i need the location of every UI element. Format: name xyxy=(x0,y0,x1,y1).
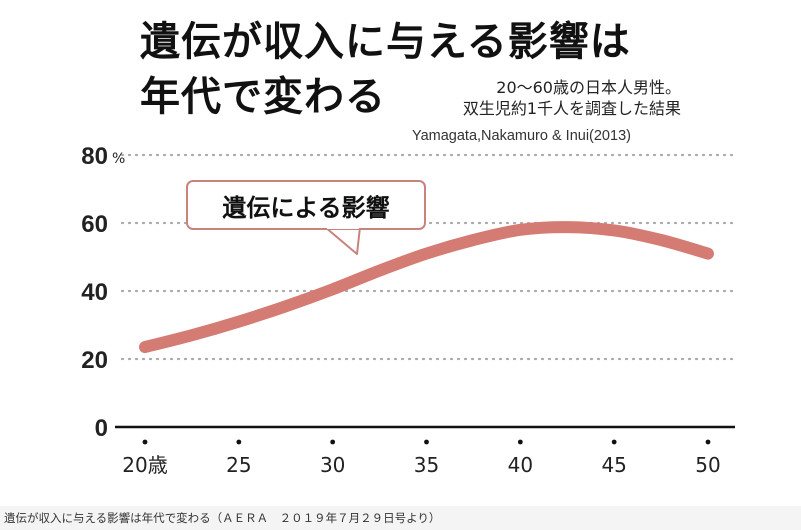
chart-plot: 0 20 40 60 80 % 20歳 25 30 35 40 45 50 xyxy=(81,143,737,477)
y-tick-label: 0 xyxy=(95,415,108,442)
chart-figure: 遺伝が収入に与える影響は 年代で変わる 20〜60歳の日本人男性。 双生児約1千… xyxy=(81,19,737,477)
x-tick-mark xyxy=(236,439,242,445)
series-callout-label: 遺伝による影響 xyxy=(186,180,426,230)
x-tick-mark xyxy=(611,439,617,445)
x-tick-mark xyxy=(517,439,523,445)
y-tick-label: 60 xyxy=(81,211,108,238)
chart-title-line2: 年代で変わる xyxy=(140,74,386,120)
x-tick-label: 40 xyxy=(508,453,533,477)
x-tick-mark xyxy=(705,439,711,445)
chart-subtitle-line1: 20〜60歳の日本人男性。 xyxy=(496,78,681,97)
image-caption: 遺伝が収入に与える影響は年代で変わる（ＡＥＲＡ ２０１９年７月２９日号より） xyxy=(0,506,801,530)
chart-source: Yamagata,Nakamuro & Inui(2013) xyxy=(412,128,631,144)
y-tick-label: 80 xyxy=(81,143,108,170)
chart-title-line1: 遺伝が収入に与える影響は xyxy=(140,19,631,65)
x-tick-label: 25 xyxy=(226,453,251,477)
callout-pointer xyxy=(324,226,361,255)
x-tick-label: 45 xyxy=(601,453,626,477)
y-tick-label: 40 xyxy=(81,279,108,306)
series-line xyxy=(139,221,714,354)
chart-subtitle-line2: 双生児約1千人を調査した結果 xyxy=(462,99,681,118)
x-tick-label: 30 xyxy=(320,453,345,477)
x-tick-label: 20歳 xyxy=(122,453,167,477)
x-tick-mark xyxy=(424,439,429,445)
y-unit-label: % xyxy=(112,151,125,167)
x-tick-mark xyxy=(142,439,148,445)
x-tick-mark xyxy=(330,439,336,445)
x-tick-label: 35 xyxy=(414,453,439,477)
x-tick-label: 50 xyxy=(695,453,720,477)
y-tick-label: 20 xyxy=(81,347,108,374)
